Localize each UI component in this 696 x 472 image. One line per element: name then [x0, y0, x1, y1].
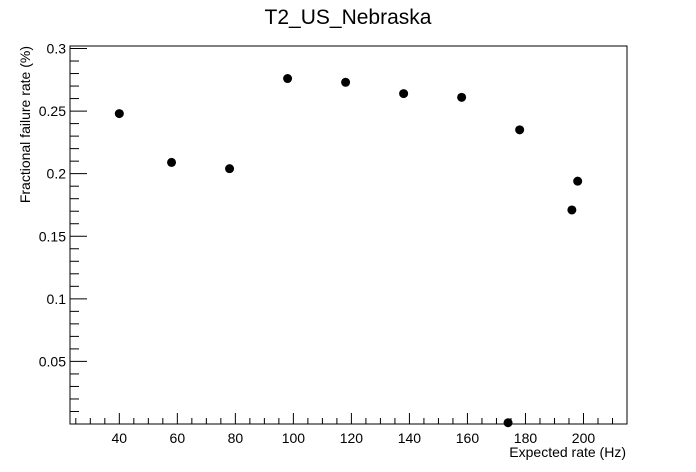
x-tick-label: 100 — [282, 430, 306, 446]
data-point — [503, 418, 513, 428]
x-axis-label: Expected rate (Hz) — [509, 444, 626, 460]
y-axis-label: Fractional failure rate (%) — [17, 46, 33, 203]
x-tick-label: 120 — [340, 430, 364, 446]
data-point — [167, 157, 177, 167]
x-tick-label: 140 — [398, 430, 422, 446]
y-tick-label: 0.25 — [39, 103, 66, 119]
data-point — [515, 125, 525, 135]
y-tick-label: 0.2 — [47, 166, 67, 182]
chart-title: T2_US_Nebraska — [265, 6, 432, 29]
y-tick-label: 0.1 — [47, 291, 67, 307]
x-tick-label: 80 — [228, 430, 244, 446]
x-tick-label: 180 — [514, 430, 538, 446]
x-tick-label: 60 — [170, 430, 186, 446]
y-tick-label: 0.05 — [39, 353, 66, 369]
data-point — [341, 77, 351, 87]
x-tick-label: 200 — [572, 430, 596, 446]
data-point — [283, 74, 293, 84]
data-point — [573, 176, 583, 186]
data-points — [114, 74, 583, 428]
x-axis: 40 60 80 100 120 140 160 180 200 — [75, 413, 628, 446]
y-axis: 0.05 0.1 0.15 0.2 0.25 0.3 — [39, 41, 87, 412]
data-point — [225, 164, 235, 174]
x-tick-label: 40 — [112, 430, 128, 446]
data-point — [457, 92, 467, 102]
plot-frame — [69, 45, 628, 425]
data-point — [114, 109, 124, 119]
y-tick-label: 0.15 — [39, 228, 66, 244]
data-point — [399, 89, 409, 99]
data-point — [567, 205, 577, 215]
x-tick-label: 160 — [456, 430, 480, 446]
y-tick-label: 0.3 — [47, 41, 67, 57]
